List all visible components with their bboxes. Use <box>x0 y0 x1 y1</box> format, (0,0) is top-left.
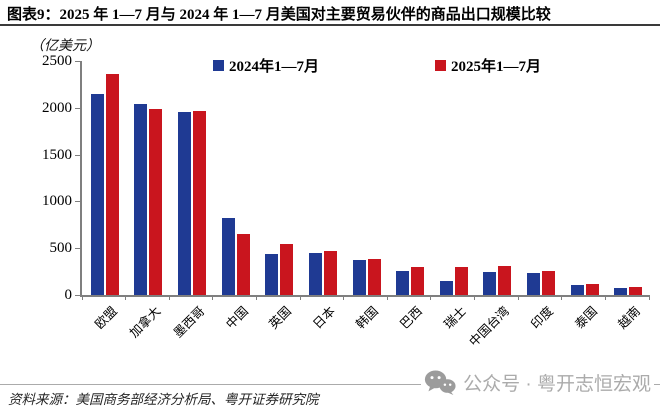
bar-日本-2025年1—7月 <box>323 251 337 295</box>
y-axis-tick-label: 0 <box>64 287 73 303</box>
x-axis-category-label: 巴西 <box>397 304 426 332</box>
bar-越南-2024年1—7月 <box>614 287 628 295</box>
y-axis-unit-label: （亿美元） <box>30 39 100 54</box>
bar-墨西哥-2024年1—7月 <box>178 112 192 295</box>
legend-label-2024: 2024年1—7月 <box>229 59 320 75</box>
footer-divider <box>0 384 660 385</box>
x-axis-category-label: 越南 <box>615 304 644 332</box>
legend-item-2025: 2025年1—7月 <box>435 55 541 76</box>
bar-中国台湾-2025年1—7月 <box>498 266 512 295</box>
y-axis-tick-mark <box>75 248 80 250</box>
x-axis-tick-mark <box>561 295 563 300</box>
bar-英国-2025年1—7月 <box>280 243 294 295</box>
bar-瑞士-2024年1—7月 <box>439 280 453 295</box>
bar-中国台湾-2024年1—7月 <box>483 271 497 295</box>
x-axis-category-label: 泰国 <box>571 304 600 332</box>
x-axis-tick-mark <box>255 295 257 300</box>
x-axis-tick-mark <box>212 295 214 300</box>
bar-加拿大-2025年1—7月 <box>149 109 163 295</box>
bar-墨西哥-2025年1—7月 <box>193 111 207 295</box>
title-divider <box>0 24 660 26</box>
bar-日本-2024年1—7月 <box>308 253 322 295</box>
watermark: 公众号 · 粤开志恒宏观 <box>421 366 654 398</box>
chart-title: 图表9：2025 年 1—7 月与 2024 年 1—7 月美国对主要贸易伙伴的… <box>7 7 551 23</box>
bar-巴西-2025年1—7月 <box>411 267 425 295</box>
x-axis-category-label: 瑞士 <box>441 304 469 332</box>
y-axis-tick-label: 2500 <box>42 53 72 69</box>
bar-欧盟-2025年1—7月 <box>105 74 119 295</box>
x-axis-tick-mark <box>474 295 476 300</box>
x-axis-category-label: 欧盟 <box>92 304 120 332</box>
x-axis-category-label: 韩国 <box>353 304 382 332</box>
x-axis-tick-mark <box>517 295 519 300</box>
x-axis-category-label: 英国 <box>266 304 295 332</box>
x-axis-tick-mark <box>299 295 301 300</box>
bar-泰国-2024年1—7月 <box>570 285 584 295</box>
y-axis-tick-mark <box>75 107 80 109</box>
x-axis-tick-mark <box>81 295 83 300</box>
y-axis-tick-label: 2000 <box>42 99 72 116</box>
bar-英国-2024年1—7月 <box>265 254 279 295</box>
bar-泰国-2025年1—7月 <box>585 284 599 295</box>
y-axis-tick-mark <box>75 295 80 296</box>
x-axis-tick-mark <box>386 295 388 300</box>
x-axis-category-label: 印度 <box>528 304 556 332</box>
x-axis-category-label: 中国台湾 <box>466 304 513 350</box>
bar-韩国-2025年1—7月 <box>367 258 381 295</box>
bar-加拿大-2024年1—7月 <box>134 103 148 295</box>
x-axis-tick-mark <box>430 295 432 300</box>
y-axis-tick-label: 1000 <box>42 193 72 210</box>
x-axis-tick-mark <box>125 295 127 300</box>
x-axis-category-label: 中国 <box>222 304 251 332</box>
y-axis-tick-label: 1500 <box>42 146 72 163</box>
bar-韩国-2024年1—7月 <box>352 260 366 295</box>
x-axis-category-label: 墨西哥 <box>170 304 207 341</box>
y-axis-tick-mark <box>75 154 80 156</box>
bar-瑞士-2025年1—7月 <box>454 266 468 295</box>
y-axis-tick-label: 500 <box>49 240 73 257</box>
y-axis-tick-mark <box>75 201 80 203</box>
bar-越南-2025年1—7月 <box>629 286 643 295</box>
y-axis-tick-mark <box>75 61 80 62</box>
bar-中国-2024年1—7月 <box>221 218 235 295</box>
legend-swatch-2025 <box>435 60 446 71</box>
bar-中国-2025年1—7月 <box>236 233 250 295</box>
wechat-icon <box>424 370 456 395</box>
x-axis-tick-mark <box>343 295 345 300</box>
source-note: 资料来源：美国商务部经济分析局、粤开证券研究院 <box>8 392 319 407</box>
bar-印度-2024年1—7月 <box>526 272 540 295</box>
legend-swatch-2024 <box>213 60 224 71</box>
x-axis-category-label: 日本 <box>310 304 338 332</box>
x-axis-tick-mark <box>604 295 606 300</box>
bar-chart-plot <box>80 61 650 300</box>
x-axis-tick-mark <box>168 295 170 300</box>
x-axis-category-label: 加拿大 <box>126 304 164 341</box>
bar-印度-2025年1—7月 <box>541 271 555 295</box>
legend-item-2024: 2024年1—7月 <box>213 55 319 76</box>
bar-欧盟-2024年1—7月 <box>90 93 104 295</box>
legend-label-2025: 2025年1—7月 <box>451 59 542 75</box>
watermark-text: 公众号 · 粤开志恒宏观 <box>463 373 651 395</box>
bar-巴西-2024年1—7月 <box>396 270 410 295</box>
x-axis-tick-mark <box>648 295 650 300</box>
